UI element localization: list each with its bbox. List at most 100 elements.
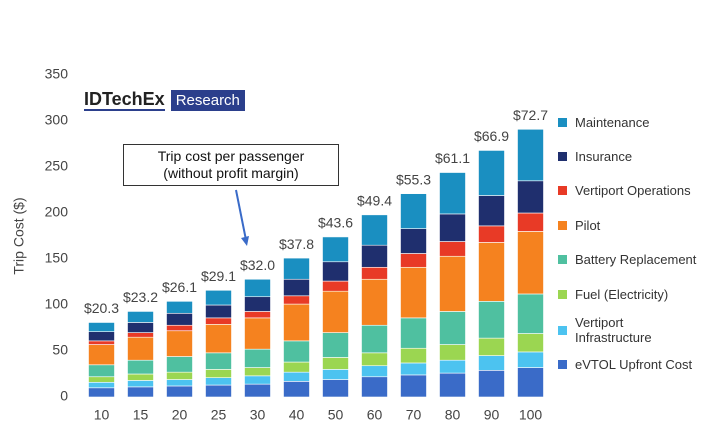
- legend-label: Vertiport Infrastructure: [575, 315, 652, 345]
- bar-segment: [166, 379, 193, 387]
- legend-item: Vertiport Operations: [558, 183, 723, 198]
- y-tick-label: 150: [45, 250, 69, 266]
- legend-item: Battery Replacement: [558, 252, 723, 267]
- bar-segment: [400, 253, 427, 268]
- bar-segment: [205, 384, 232, 398]
- bar-segment: [205, 369, 232, 378]
- bar-segment: [400, 266, 427, 319]
- bar-segment: [88, 376, 115, 383]
- annotation-arrow: [235, 189, 247, 241]
- bar-segment: [361, 266, 388, 280]
- bar-segment: [400, 193, 427, 229]
- bar-segment: [478, 355, 505, 371]
- bar-segment: [127, 332, 154, 338]
- bar-label: $43.6: [318, 215, 353, 231]
- bar-segment: [283, 381, 310, 398]
- bar-segment: [283, 303, 310, 342]
- bar-segment: [127, 359, 154, 375]
- bar-segment: [478, 225, 505, 243]
- bar-segment: [127, 380, 154, 388]
- legend-label: Battery Replacement: [575, 251, 697, 267]
- bar-segment: [361, 376, 388, 398]
- bar-segment: [244, 296, 271, 312]
- bar-segment: [127, 386, 154, 398]
- bar-segment: [478, 195, 505, 227]
- bar-label: $66.9: [474, 128, 509, 144]
- legend-label: Insurance: [575, 148, 633, 164]
- legend-item: Maintenance: [558, 115, 723, 130]
- bar-label: $55.3: [396, 171, 431, 187]
- bar-segment: [517, 333, 544, 353]
- legend-swatch: [558, 359, 567, 369]
- annotation-line: Trip cost per passenger: [157, 148, 305, 164]
- bar-segment: [283, 257, 310, 280]
- legend-label: Vertiport Operations: [575, 182, 691, 198]
- y-tick-label: 350: [45, 66, 69, 82]
- bar-segment: [205, 324, 232, 354]
- x-tick-label: 40: [289, 407, 305, 423]
- legend-item: Pilot: [558, 218, 723, 233]
- bar-segment: [244, 278, 271, 298]
- bar-segment: [322, 379, 349, 398]
- bar-segment: [439, 372, 466, 398]
- y-tick-label: 0: [60, 388, 68, 404]
- bar-label: $61.1: [435, 150, 470, 166]
- bar-segment: [244, 317, 271, 350]
- bar-segment: [244, 311, 271, 319]
- bar-segment: [361, 365, 388, 378]
- bar-segment: [88, 381, 115, 389]
- legend-label: Pilot: [575, 217, 601, 233]
- legend-swatch: [558, 117, 567, 127]
- bar-segment: [400, 228, 427, 254]
- bar-segment: [439, 311, 466, 345]
- legend-item: eVTOL Upfront Cost: [558, 357, 723, 372]
- y-axis-title: Trip Cost ($): [11, 197, 27, 274]
- y-tick-label: 100: [45, 296, 69, 312]
- bar-segment: [166, 301, 193, 314]
- y-tick-label: 50: [52, 342, 68, 358]
- bar-segment: [361, 352, 388, 367]
- annotation-line: (without profit margin): [163, 165, 299, 181]
- x-tick-label: 60: [367, 407, 383, 423]
- bar-segment: [517, 351, 544, 368]
- logo: IDTechEx Research: [84, 89, 245, 111]
- bar-segment: [439, 255, 466, 312]
- bar-segment: [244, 375, 271, 385]
- bar-segment: [283, 278, 310, 297]
- x-tick-label: 80: [445, 407, 461, 423]
- y-tick-label: 250: [45, 158, 69, 174]
- annotation-arrowhead: [241, 236, 249, 246]
- legend-swatch: [558, 151, 567, 161]
- bar-segment: [166, 356, 193, 373]
- bar-segment: [283, 340, 310, 363]
- bar-segment: [361, 244, 388, 268]
- bar-segment: [283, 295, 310, 305]
- bar-segment: [127, 336, 154, 361]
- bar-label: $72.7: [513, 107, 548, 123]
- x-tick-label: 100: [519, 407, 543, 423]
- bar-segment: [88, 387, 115, 398]
- legend-swatch: [558, 289, 567, 299]
- bar-label: $37.8: [279, 236, 314, 252]
- bar-segment: [283, 361, 310, 373]
- bar-segment: [322, 290, 349, 333]
- bar-segment: [478, 150, 505, 196]
- bar-segment: [88, 340, 115, 345]
- bar-segment: [517, 367, 544, 398]
- bar-segment: [205, 289, 232, 306]
- bar-segment: [88, 331, 115, 342]
- bar-segment: [439, 213, 466, 242]
- bar-label: $49.4: [357, 193, 392, 209]
- bar-segment: [205, 377, 232, 386]
- legend-swatch: [558, 254, 567, 264]
- bar-segment: [166, 371, 193, 380]
- bar-segment: [127, 373, 154, 381]
- bar-segment: [166, 312, 193, 326]
- bar-segment: [478, 301, 505, 339]
- bar-segment: [244, 383, 271, 398]
- bar-segment: [322, 280, 349, 292]
- bar-label: $32.0: [240, 257, 275, 273]
- bar-segment: [439, 172, 466, 215]
